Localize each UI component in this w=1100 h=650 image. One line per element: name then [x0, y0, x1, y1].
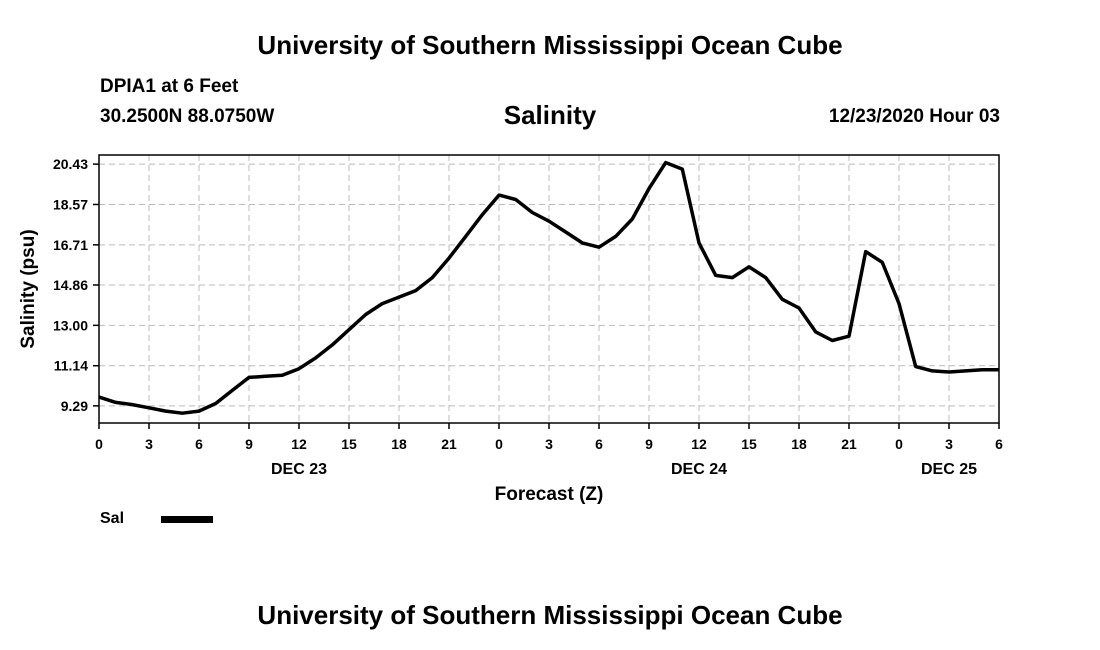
x-tick-label: 0	[495, 436, 503, 452]
x-tick-label: 3	[545, 436, 553, 452]
x-tick-label: 21	[841, 436, 857, 452]
y-axis: 9.29 11.14 13.00 14.86 16.71 18.57 20.43	[53, 156, 99, 414]
x-tick-label: 18	[791, 436, 807, 452]
y-tick-label: 20.43	[53, 156, 88, 172]
x-tick-label: 3	[145, 436, 153, 452]
page-title: University of Southern Mississippi Ocean…	[257, 30, 843, 60]
x-tick-label: 0	[895, 436, 903, 452]
x-axis: 0 3 6 9 12 15 18 21 0 3 6 9 12 15 18 21 0 3 6 DEC 23 DEC 24 D…	[95, 423, 1003, 478]
x-tick-label: 9	[245, 436, 253, 452]
station-label: DPIA1 at 6 Feet	[100, 76, 239, 97]
y-tick-label: 14.86	[53, 277, 88, 293]
x-axis-title: Forecast (Z)	[495, 484, 604, 505]
y-tick-label: 18.57	[53, 196, 88, 212]
y-axis-title: Salinity (psu)	[18, 229, 39, 348]
chart-title: Salinity	[503, 100, 597, 130]
x-tick-label: 21	[441, 436, 457, 452]
x-tick-label: 6	[195, 436, 203, 452]
x-tick-label: 9	[645, 436, 653, 452]
x-tick-label: 15	[741, 436, 757, 452]
x-date-label: DEC 25	[921, 461, 977, 478]
x-tick-label: 3	[945, 436, 953, 452]
coordinates-label: 30.2500N 88.0750W	[100, 106, 275, 127]
legend-label: Sal	[100, 510, 125, 527]
y-tick-label: 16.71	[53, 237, 88, 253]
forecast-datetime: 12/23/2020 Hour 03	[828, 106, 1000, 127]
series-layer	[99, 160, 999, 415]
x-tick-label: 18	[391, 436, 407, 452]
x-date-label: DEC 24	[671, 461, 727, 478]
x-date-label: DEC 23	[271, 461, 327, 478]
y-tick-label: 11.14	[54, 358, 88, 374]
x-tick-label: 12	[291, 436, 307, 452]
x-tick-label: 6	[595, 436, 603, 452]
x-tick-label: 15	[341, 436, 357, 452]
legend-swatch	[161, 516, 213, 523]
y-tick-label: 9.29	[61, 398, 88, 414]
y-tick-label: 13.00	[53, 317, 88, 333]
series-line-sal	[99, 160, 999, 415]
x-tick-label: 12	[691, 436, 707, 452]
footer-title: University of Southern Mississippi Ocean…	[257, 600, 843, 630]
x-tick-label: 6	[995, 436, 1003, 452]
x-tick-label: 0	[95, 436, 103, 452]
grid	[99, 155, 999, 423]
